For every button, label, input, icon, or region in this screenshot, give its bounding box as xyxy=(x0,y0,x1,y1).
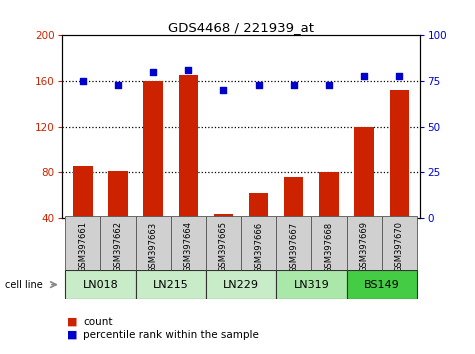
Bar xyxy=(135,270,206,299)
Bar xyxy=(382,216,417,271)
Point xyxy=(396,73,403,78)
Text: percentile rank within the sample: percentile rank within the sample xyxy=(83,330,259,339)
Bar xyxy=(73,166,93,218)
Point xyxy=(361,73,368,78)
Text: BS149: BS149 xyxy=(364,280,399,290)
Point xyxy=(325,82,333,87)
Text: LN215: LN215 xyxy=(153,280,189,290)
Bar xyxy=(65,216,100,271)
Point xyxy=(114,82,122,87)
Text: GSM397665: GSM397665 xyxy=(219,222,228,273)
Bar xyxy=(284,177,304,218)
Text: LN229: LN229 xyxy=(223,280,259,290)
Bar xyxy=(249,193,268,218)
Bar xyxy=(319,172,339,218)
Bar xyxy=(276,216,312,271)
Bar xyxy=(276,270,347,299)
Text: GSM397663: GSM397663 xyxy=(149,222,158,273)
Title: GDS4468 / 221939_at: GDS4468 / 221939_at xyxy=(168,21,314,34)
Text: GSM397664: GSM397664 xyxy=(184,222,193,273)
Bar xyxy=(206,216,241,271)
Bar xyxy=(354,126,374,218)
Point xyxy=(79,78,86,84)
Bar xyxy=(347,216,382,271)
Point xyxy=(290,82,298,87)
Bar xyxy=(100,216,135,271)
Bar xyxy=(179,75,198,218)
Text: GSM397661: GSM397661 xyxy=(78,222,87,273)
Point xyxy=(184,67,192,73)
Text: ■: ■ xyxy=(66,330,77,339)
Bar xyxy=(312,216,347,271)
Text: GSM397670: GSM397670 xyxy=(395,222,404,273)
Text: LN319: LN319 xyxy=(294,280,329,290)
Bar xyxy=(171,216,206,271)
Bar xyxy=(65,270,135,299)
Text: count: count xyxy=(83,317,113,327)
Text: ■: ■ xyxy=(66,317,77,327)
Text: GSM397662: GSM397662 xyxy=(114,222,123,273)
Bar xyxy=(108,171,128,218)
Text: GSM397668: GSM397668 xyxy=(324,222,333,273)
Bar xyxy=(143,81,163,218)
Text: GSM397669: GSM397669 xyxy=(360,222,369,273)
Bar xyxy=(135,216,171,271)
Bar xyxy=(347,270,417,299)
Text: cell line: cell line xyxy=(5,280,42,290)
Bar xyxy=(390,90,409,218)
Text: LN018: LN018 xyxy=(83,280,118,290)
Bar xyxy=(241,216,276,271)
Bar xyxy=(206,270,276,299)
Bar xyxy=(214,214,233,218)
Text: GSM397667: GSM397667 xyxy=(289,222,298,273)
Point xyxy=(149,69,157,75)
Point xyxy=(219,87,227,93)
Point xyxy=(255,82,263,87)
Text: GSM397666: GSM397666 xyxy=(254,222,263,273)
